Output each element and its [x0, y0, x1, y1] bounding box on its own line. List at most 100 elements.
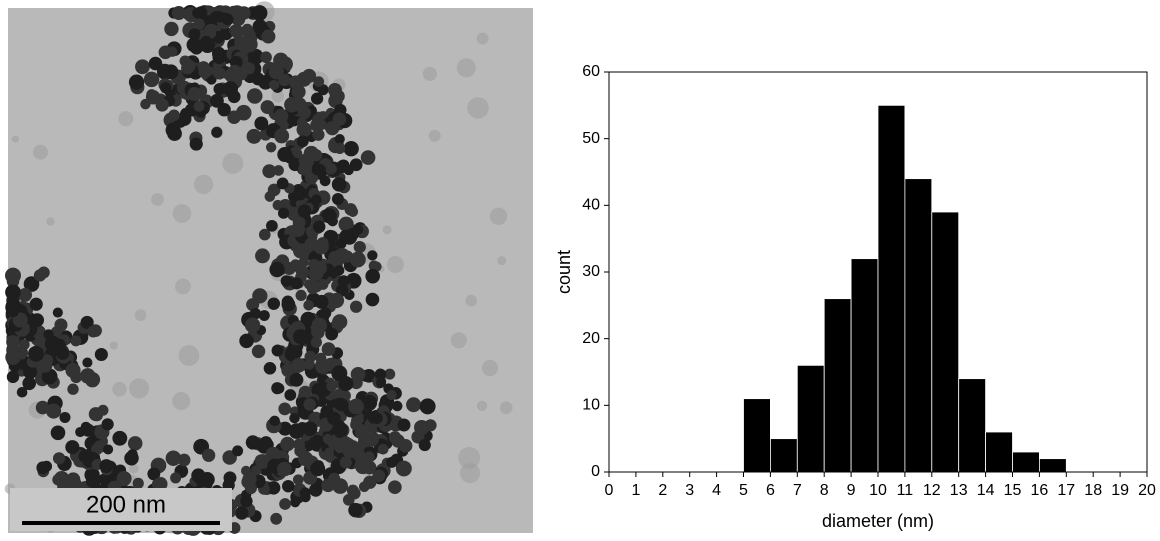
x-tick-label: 8	[820, 482, 829, 499]
particle	[202, 448, 216, 462]
bar	[850, 258, 879, 473]
particle	[112, 430, 128, 446]
particle	[368, 260, 380, 272]
particle	[265, 142, 277, 153]
particle	[246, 128, 262, 144]
x-tick-label: 19	[1111, 482, 1129, 499]
particle	[67, 473, 80, 486]
faint-particle	[481, 359, 499, 377]
y-tick-label: 20	[582, 330, 600, 347]
particle	[339, 456, 352, 469]
particle	[46, 403, 62, 419]
particle	[297, 334, 309, 345]
particle	[337, 275, 350, 288]
particle	[281, 297, 296, 312]
faint-particle	[497, 256, 507, 266]
particle	[230, 24, 245, 39]
particle	[266, 219, 278, 232]
particle	[277, 461, 292, 477]
y-tick-label: 30	[582, 263, 600, 280]
particle	[40, 460, 53, 472]
particle	[7, 305, 19, 318]
particle	[214, 11, 226, 23]
faint-particle	[172, 204, 192, 223]
x-tick-label: 10	[869, 482, 887, 499]
bar	[796, 364, 825, 473]
particle	[300, 491, 311, 503]
particle	[311, 434, 325, 449]
particle	[313, 163, 327, 177]
particle	[70, 335, 82, 347]
faint-particle	[476, 400, 488, 411]
particle	[371, 412, 383, 424]
particle	[290, 277, 303, 290]
y-tick-label: 0	[591, 463, 600, 480]
particle	[361, 394, 378, 411]
particle	[82, 357, 93, 368]
particle	[290, 497, 301, 508]
x-tick-label: 11	[897, 482, 914, 499]
particle	[5, 284, 21, 301]
particle	[312, 220, 326, 233]
particle	[217, 103, 231, 117]
particle	[197, 61, 210, 74]
particle	[298, 256, 310, 268]
faint-particle	[456, 58, 476, 78]
faint-particle	[465, 294, 478, 307]
faint-particle	[118, 111, 134, 127]
particle	[310, 461, 326, 477]
particle	[258, 310, 270, 321]
particle	[334, 143, 346, 154]
faint-particle	[193, 174, 214, 195]
bar	[958, 378, 987, 473]
particle	[332, 478, 349, 494]
particle	[28, 345, 44, 362]
faint-particle	[172, 392, 191, 411]
y-axis-label: count	[554, 250, 574, 294]
particle	[252, 19, 268, 34]
particle	[22, 376, 36, 391]
x-tick-label: 12	[923, 482, 941, 499]
particle	[165, 122, 181, 138]
particle	[227, 64, 242, 80]
particle	[327, 411, 341, 426]
scale-bar-label: 200 nm	[86, 491, 166, 518]
particle	[309, 483, 323, 497]
x-tick-label: 16	[1031, 482, 1049, 499]
particle	[239, 333, 254, 349]
bar	[1039, 458, 1067, 473]
particle	[360, 150, 376, 165]
x-tick-label: 17	[1057, 482, 1075, 499]
particle	[313, 76, 325, 87]
particle	[291, 357, 307, 373]
particle	[94, 347, 108, 362]
particle	[331, 177, 347, 192]
particle	[23, 276, 40, 292]
particle	[278, 402, 292, 416]
particle	[145, 89, 161, 105]
faint-particle	[382, 225, 392, 235]
particle	[147, 467, 161, 481]
particle	[386, 456, 398, 468]
particle	[397, 418, 411, 432]
y-tick-label: 40	[582, 197, 600, 214]
particle	[406, 397, 422, 413]
faint-particle	[11, 135, 20, 143]
particle	[298, 153, 315, 169]
particle	[388, 480, 402, 495]
particle	[314, 294, 329, 309]
particle	[343, 141, 359, 157]
particle	[338, 376, 354, 392]
faint-particle	[134, 309, 147, 321]
particle	[331, 193, 344, 205]
particle	[274, 128, 290, 144]
particle	[177, 453, 191, 467]
faint-particle	[459, 463, 481, 484]
particle	[191, 468, 206, 483]
x-tick-label: 18	[1084, 482, 1102, 499]
y-tick-label: 60	[582, 63, 600, 80]
particle	[127, 448, 138, 460]
particle	[298, 385, 312, 399]
particle	[158, 45, 173, 60]
particle	[102, 444, 114, 455]
